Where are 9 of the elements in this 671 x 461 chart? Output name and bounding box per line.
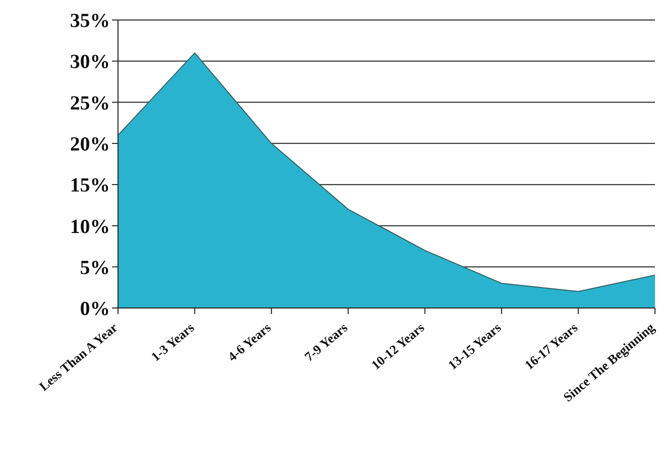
- x-tick-label: Less Than A Year: [36, 320, 120, 394]
- y-tick-label: 25%: [70, 92, 110, 114]
- y-tick-label: 0%: [80, 298, 110, 320]
- y-tick-label: 5%: [80, 256, 110, 279]
- y-tick-label: 15%: [70, 174, 110, 197]
- y-tick-label: 30%: [70, 51, 110, 74]
- y-tick-label: 10%: [70, 216, 110, 238]
- y-tick-label: 35%: [70, 10, 110, 32]
- y-tick-label: 20%: [70, 134, 110, 156]
